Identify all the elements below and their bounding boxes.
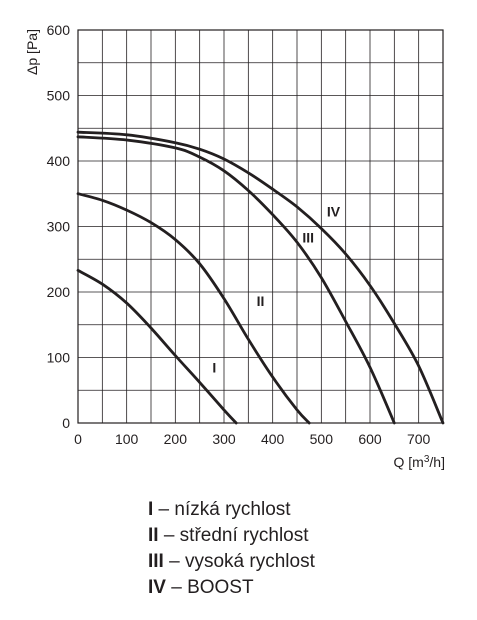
legend-text: – vysoká rychlost: [163, 551, 315, 572]
legend: I – nízká rychlost II – střední rychlost…: [148, 497, 315, 601]
chart-grid: [77, 29, 444, 424]
legend-key: III: [148, 551, 164, 572]
y-tick-label: 600: [47, 22, 71, 38]
legend-item-iv: IV – BOOST: [148, 575, 315, 601]
legend-key: II: [148, 525, 159, 546]
y-tick-label: 200: [47, 284, 71, 300]
pressure-flow-chart: 0 100 200 300 400 500 600 700 0 100 200 300 400 500 60…: [24, 22, 445, 470]
x-tick-label: 700: [407, 431, 431, 447]
curve-label-ii: II: [257, 293, 265, 309]
x-tick-label: 300: [212, 431, 236, 447]
x-tick-label: 200: [164, 431, 188, 447]
legend-key: I: [148, 499, 154, 520]
legend-item-iii: III – vysoká rychlost: [148, 549, 315, 575]
x-axis-title: Q [m3/h]: [394, 454, 445, 470]
chart-axes: 0 100 200 300 400 500 600 700 0 100 200 300 400 500 60…: [24, 22, 445, 470]
series-line-iv: [76, 130, 445, 425]
y-tick-label: 100: [47, 350, 71, 366]
y-tick-label: 400: [47, 153, 71, 169]
series-line-i: [76, 269, 238, 425]
curve-label-iii: III: [302, 230, 314, 246]
curve-label-iv: IV: [327, 203, 341, 219]
legend-text: – střední rychlost: [158, 525, 309, 546]
series-line-ii: [76, 192, 311, 425]
legend-item-i: I – nízká rychlost: [148, 497, 315, 523]
plot-frame: [77, 29, 444, 424]
y-tick-label: 300: [47, 219, 71, 235]
legend-item-ii: II – střední rychlost: [148, 523, 315, 549]
legend-text: – BOOST: [165, 577, 254, 598]
legend-text: – nízká rychlost: [153, 499, 291, 520]
legend-key: IV: [148, 577, 166, 598]
y-axis-title: Δp [Pa]: [24, 29, 40, 75]
series-line-iii: [76, 135, 396, 425]
curve-label-i: I: [212, 359, 216, 375]
y-tick-label: 500: [47, 88, 71, 104]
y-tick-label: 0: [62, 415, 70, 431]
x-tick-label: 500: [310, 431, 334, 447]
x-tick-label: 100: [115, 431, 139, 447]
x-tick-label: 0: [74, 431, 82, 447]
chart-curves: [76, 130, 445, 425]
x-tick-label: 400: [261, 431, 285, 447]
x-tick-label: 600: [358, 431, 382, 447]
